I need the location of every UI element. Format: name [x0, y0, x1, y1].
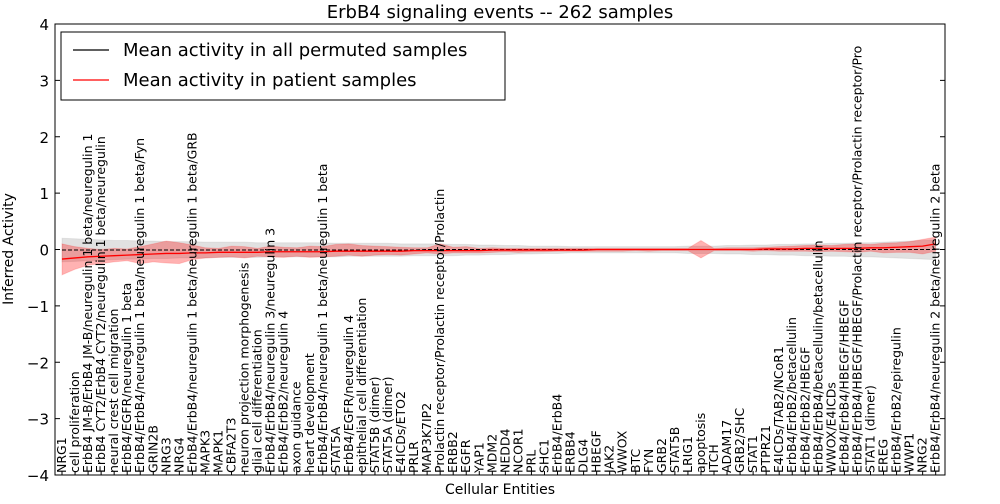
x-tick-label: ErbB4 JM-B/ErbB4 JM-B/neuregulin 1 beta/…: [80, 134, 95, 473]
x-tick-label: ErbB4/ErbB4/neuregulin 3/neuregulin 3: [263, 228, 278, 473]
x-tick-label: CBFA2T3: [224, 418, 239, 473]
x-tick-label: ErbB4/ErbB2/betacellulin: [784, 317, 799, 473]
x-tick-label: STAT1: [745, 435, 760, 473]
x-tick-label: WWP1: [902, 433, 917, 473]
x-tick-label: NRG3: [158, 437, 173, 473]
x-tick-label: ErbB4 CYT2/ErbB4 CYT2/neuregulin 1 beta/…: [93, 136, 108, 473]
x-tick-label: ErbB4/ErbB2/neuregulin 4: [276, 311, 291, 473]
x-tick-label: DLG4: [576, 439, 591, 473]
x-tick-label: STAT5A (dimer): [380, 377, 395, 473]
x-tick-label: HBEGF: [589, 430, 604, 473]
y-tick-label: 1: [39, 185, 49, 203]
x-tick-label: apoptosis: [693, 413, 708, 473]
x-tick-label: cell proliferation: [67, 371, 82, 473]
y-tick-label: 3: [39, 72, 49, 90]
y-axis-ticks: 4 3 2 1 0 −1 −2 −3 −4: [27, 16, 945, 485]
x-tick-label: GRIN2B: [145, 425, 160, 473]
x-tick-label: NEDD4: [497, 429, 512, 473]
y-tick-label: −3: [27, 411, 49, 429]
x-tick-label: JAK2: [602, 445, 617, 474]
x-tick-label: ErbB4/ErbB2/epiregulin: [889, 327, 904, 473]
x-tick-label: STAT1 (dimer): [862, 385, 877, 473]
x-tick-label: NRG1: [54, 437, 69, 473]
x-tick-label: ErbB4/ErbB4/HBEGF/HBEGF/Prolactin recept…: [849, 46, 864, 473]
x-tick-label: EREG: [876, 439, 891, 473]
x-tick-label: ITCH: [706, 444, 721, 473]
x-tick-label: STAT5A: [328, 426, 343, 473]
x-tick-label: NCOR1: [510, 428, 525, 473]
x-tick-label: ErbB4/EGFR/neuregulin 4: [341, 315, 356, 473]
x-tick-label: ErbB4/ErbB4/HBEGF/HBEGF: [836, 300, 851, 473]
x-tick-label: ErbB4/ErbB4/neuregulin 1 beta/neuregulin…: [132, 138, 147, 473]
x-tick-label: PRLR: [406, 441, 421, 473]
x-tick-label: epithelial cell differentiation: [354, 298, 369, 473]
x-tick-label: ADAM17: [719, 420, 734, 473]
line-patient: [61, 243, 936, 260]
x-tick-label: YAP1: [471, 442, 486, 474]
x-tick-label: Prolactin receptor/Prolactin receptor/Pr…: [432, 189, 447, 473]
legend-label-patient: Mean activity in patient samples: [123, 70, 417, 91]
chart-title: ErbB4 signaling events -- 262 samples: [327, 2, 674, 23]
x-tick-label: MAP3K7IP2: [419, 403, 434, 473]
y-tick-label: 4: [39, 16, 49, 34]
band-patient: [61, 236, 937, 276]
x-tick-label: MAPK3: [197, 430, 212, 473]
x-tick-label: NRG4: [171, 437, 186, 473]
x-tick-label: ErbB4/ErbB4/neuregulin 1 beta/neuregulin…: [184, 132, 199, 473]
x-tick-label: PTPRZ1: [758, 425, 773, 473]
x-tick-label: FYN: [641, 449, 656, 473]
x-tick-label: neural crest cell migration: [106, 309, 121, 473]
y-tick-label: 2: [39, 129, 49, 147]
x-tick-label: ERBB4: [563, 431, 578, 473]
x-tick-label: E4ICDs/TAB2/NCoR1: [771, 346, 786, 473]
x-tick-label: WWOX/E4ICDs: [823, 382, 838, 473]
y-tick-label: 0: [39, 242, 49, 260]
legend-box: [60, 31, 506, 101]
x-tick-label: ErbB4/ErbB4: [550, 394, 565, 473]
x-tick-label: BTC: [628, 449, 643, 473]
x-tick-label: STAT5B: [667, 427, 682, 473]
x-tick-label: neuron projection morphogenesis: [237, 262, 252, 473]
x-tick-label: GRB2: [654, 438, 669, 473]
x-tick-label: ErbB4/ErbB4/betacellulin/betacellulin: [810, 240, 825, 473]
x-tick-label: GRB2/SHC: [732, 408, 747, 473]
x-tick-label: E4ICDs/ETO2: [393, 391, 408, 473]
x-tick-label: glial cell differentiation: [250, 329, 265, 473]
x-tick-label: axon guidance: [289, 381, 304, 473]
y-tick-label: −2: [27, 354, 49, 372]
x-tick-label: ErbB4/ErbB4/neuregulin 2 beta/neuregulin…: [928, 164, 943, 473]
x-tick-label: STAT5B (dimer): [367, 377, 382, 473]
x-tick-label: NRG2: [915, 437, 930, 473]
x-axis-label: Cellular Entities: [445, 482, 555, 498]
x-tick-label: MAPK1: [210, 430, 225, 473]
x-tick-label: PRL: [523, 450, 538, 473]
x-tick-label: SHC1: [536, 439, 551, 473]
x-tick-label: WWOX: [615, 430, 630, 473]
x-tick-label: MDM2: [484, 434, 499, 473]
legend: Mean activity in all permuted samples Me…: [60, 31, 506, 101]
x-tick-label: ErbB4/ErbB4/neuregulin 1 beta/neuregulin…: [315, 164, 330, 473]
legend-label-permuted: Mean activity in all permuted samples: [123, 40, 467, 61]
plot-frame: [54, 23, 946, 476]
y-axis-label: Inferred Activity: [1, 193, 17, 305]
series-lines: [61, 243, 936, 260]
y-tick-label: −4: [27, 467, 49, 485]
x-tick-label: ERBB2: [445, 431, 460, 473]
y-tick-label: −1: [27, 298, 49, 316]
x-tick-label: ErbB4/ErbB2/HBEGF: [797, 347, 812, 473]
x-tick-label: ErbB4/EGFR/neuregulin 1 beta: [119, 283, 134, 473]
x-tick-label: heart development: [302, 353, 317, 473]
x-tick-label: LRIG1: [680, 436, 695, 473]
x-tick-label: EGFR: [458, 439, 473, 473]
